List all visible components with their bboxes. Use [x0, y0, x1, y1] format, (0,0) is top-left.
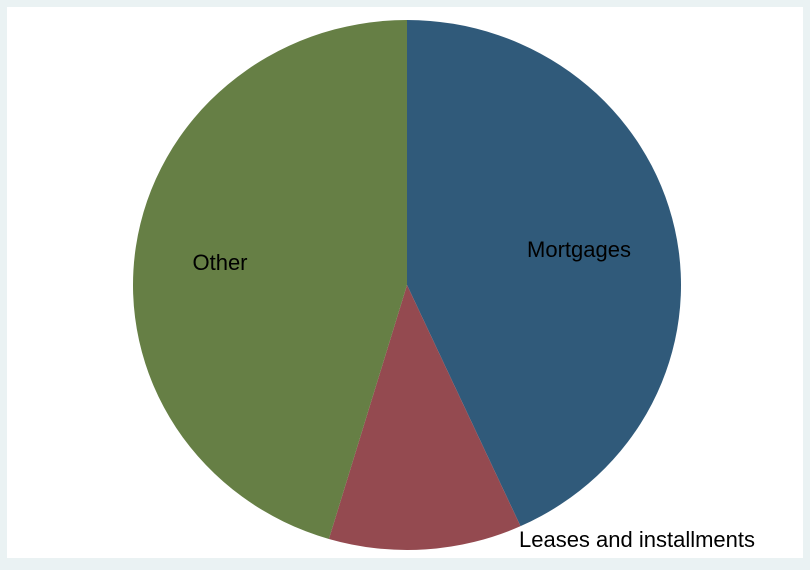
slice-label: Leases and installments — [519, 527, 755, 552]
pie-slice — [328, 285, 521, 550]
pie-slice — [407, 20, 682, 527]
pie-slice — [132, 20, 407, 540]
slice-label: Mortgages — [527, 237, 631, 262]
slice-label: Other — [192, 250, 247, 275]
